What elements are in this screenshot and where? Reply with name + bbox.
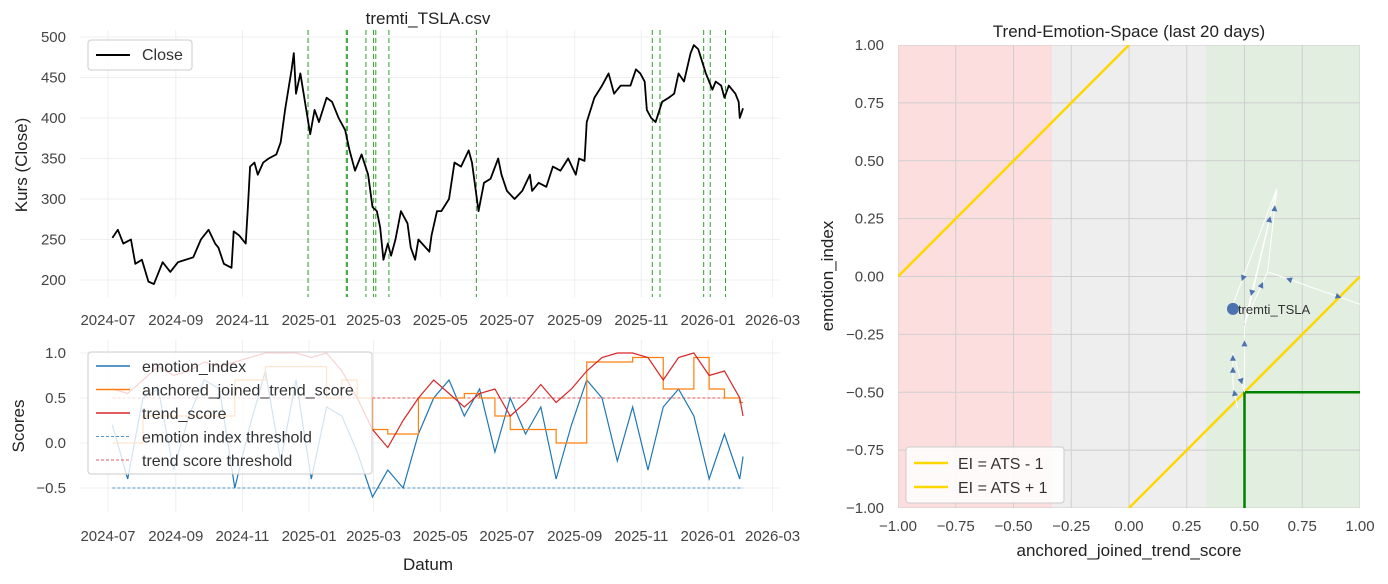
trajectory-arrow xyxy=(1229,354,1236,361)
y-tick-label: 400 xyxy=(41,110,66,127)
y-tick-label: 0.75 xyxy=(855,95,884,112)
trajectory-arrow xyxy=(1286,277,1293,284)
x-tick-label: 0.25 xyxy=(1172,518,1201,535)
reference-line xyxy=(898,45,1130,278)
legend: Close xyxy=(87,39,193,71)
x-tick-label: 2024-09 xyxy=(148,528,203,545)
y-tick-label: 0.50 xyxy=(855,153,884,170)
x-tick-label: 2026-01 xyxy=(681,312,736,329)
y-tick-label: −0.75 xyxy=(846,442,884,459)
y-axis-label: emotion_index xyxy=(818,220,837,331)
legend-label: EI = ATS + 1 xyxy=(958,480,1048,497)
x-tick-label: 2026-01 xyxy=(681,528,736,545)
y-tick-label: −0.5 xyxy=(36,480,66,497)
y-tick-label: −0.25 xyxy=(846,326,884,343)
trajectory-arrow xyxy=(1229,366,1236,373)
close-line xyxy=(111,44,744,285)
y-tick-label: 450 xyxy=(41,70,66,87)
x-tick-label: 2025-09 xyxy=(547,528,602,545)
x-tick-label: 2024-11 xyxy=(215,312,269,329)
x-tick-label: 2026-03 xyxy=(745,528,800,545)
x-tick-label: 2025-11 xyxy=(614,312,668,329)
x-tick-label: 2026-03 xyxy=(745,312,800,329)
y-tick-label: −0.50 xyxy=(846,384,884,401)
trajectory-arrow xyxy=(1232,389,1238,397)
trajectory-line xyxy=(1232,188,1360,409)
legend-label: EI = ATS - 1 xyxy=(958,456,1044,473)
legend-label: emotion_index xyxy=(142,359,246,376)
x-tick-label: 2025-03 xyxy=(346,312,401,329)
legend: EI = ATS - 1 EI = ATS + 1 xyxy=(905,446,1065,504)
legend-label: trend score threshold xyxy=(142,453,292,470)
y-tick-label: 0.5 xyxy=(45,390,66,407)
y-tick-label: −1.00 xyxy=(846,500,884,517)
x-tick-label: 2025-01 xyxy=(282,312,337,329)
current-point-marker xyxy=(1226,302,1239,315)
chart-title: Trend-Emotion-Space (last 20 days) xyxy=(993,22,1265,41)
trajectory-arrow xyxy=(1334,292,1342,299)
x-tick-label: 2025-07 xyxy=(479,528,534,545)
y-tick-label: 0.25 xyxy=(855,211,884,228)
scatter-plot-area: tremti_TSLA xyxy=(898,45,1360,508)
x-tick-label: 2025-01 xyxy=(282,528,337,545)
trajectory-arrow xyxy=(1257,282,1264,289)
x-tick-label: 0.75 xyxy=(1288,518,1317,535)
y-tick-label: 300 xyxy=(41,191,66,208)
legend-label: anchored_joined_trend_score xyxy=(142,383,354,400)
x-axis-label: Datum xyxy=(403,555,453,574)
x-tick-label: 0.00 xyxy=(1114,518,1143,535)
y-axis-label: Scores xyxy=(9,400,28,453)
y-tick-label: 200 xyxy=(41,272,66,289)
x-tick-label: 2024-07 xyxy=(80,312,135,329)
y-tick-label: 1.00 xyxy=(855,37,884,54)
trajectory-arrow xyxy=(1241,274,1247,282)
trajectory-arrow xyxy=(1237,377,1244,385)
x-tick-label: 2024-09 xyxy=(148,312,203,329)
x-tick-label: −0.25 xyxy=(1052,518,1090,535)
trajectory-arrow xyxy=(1249,289,1256,296)
y-tick-label: 250 xyxy=(41,232,66,249)
y-axis-label: Kurs (Close) xyxy=(12,118,31,212)
x-tick-label: −0.75 xyxy=(937,518,975,535)
x-tick-label: 1.00 xyxy=(1345,518,1374,535)
legend: emotion_index anchored_joined_trend_score… xyxy=(87,351,373,475)
y-tick-label: 0.00 xyxy=(855,269,884,286)
x-tick-label: 2025-05 xyxy=(413,528,468,545)
current-point-label: tremti_TSLA xyxy=(1238,302,1311,317)
x-tick-label: 2025-03 xyxy=(346,528,401,545)
x-tick-label: 2024-07 xyxy=(80,528,135,545)
y-tick-label: 0.0 xyxy=(45,435,66,452)
legend-label: trend_score xyxy=(142,406,227,423)
y-tick-label: 500 xyxy=(41,29,66,46)
x-tick-label: 0.50 xyxy=(1230,518,1259,535)
legend-label: emotion index threshold xyxy=(142,430,312,447)
x-tick-label: 2025-07 xyxy=(479,312,534,329)
x-tick-label: 2025-05 xyxy=(413,312,468,329)
x-tick-label: 2024-11 xyxy=(215,528,269,545)
x-tick-label: 2025-11 xyxy=(614,528,668,545)
x-tick-label: −1.00 xyxy=(879,518,917,535)
y-tick-label: 1.0 xyxy=(45,345,66,362)
trajectory-arrow xyxy=(1241,340,1248,347)
x-axis-label: anchored_joined_trend_score xyxy=(1017,541,1242,560)
legend-box xyxy=(905,446,1065,504)
x-tick-label: −0.50 xyxy=(995,518,1033,535)
legend-label: Close xyxy=(142,47,183,64)
trajectory-arrow xyxy=(1271,205,1278,212)
trajectory-arrow xyxy=(1266,216,1272,223)
legend-box xyxy=(87,39,193,71)
y-tick-label: 350 xyxy=(41,151,66,168)
x-tick-label: 2025-09 xyxy=(547,312,602,329)
chart-title: tremti_TSLA.csv xyxy=(366,9,491,28)
legend-box xyxy=(87,351,373,475)
